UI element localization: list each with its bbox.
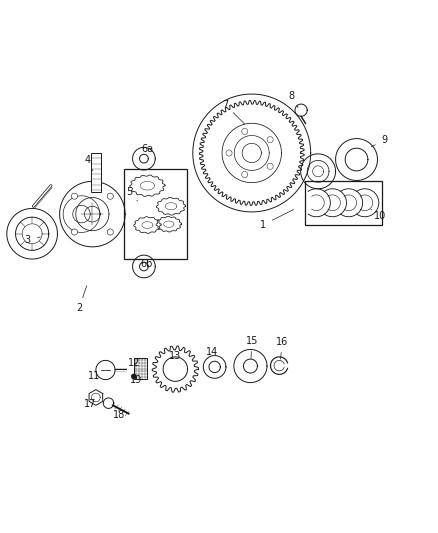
Polygon shape <box>130 175 165 197</box>
Circle shape <box>242 172 248 177</box>
Bar <box>305 181 382 224</box>
Text: 8: 8 <box>288 91 294 101</box>
Circle shape <box>267 163 273 169</box>
Text: 18: 18 <box>113 410 125 420</box>
Bar <box>124 169 187 259</box>
Text: 10: 10 <box>374 211 387 221</box>
Circle shape <box>71 193 78 199</box>
Circle shape <box>226 150 232 156</box>
Circle shape <box>107 193 113 199</box>
Text: 12: 12 <box>127 358 140 368</box>
Polygon shape <box>60 181 125 247</box>
Text: 6b: 6b <box>141 260 153 269</box>
Text: 7: 7 <box>223 100 229 110</box>
Polygon shape <box>96 360 115 379</box>
Polygon shape <box>152 346 198 392</box>
Text: 13: 13 <box>169 351 181 361</box>
Polygon shape <box>222 123 282 183</box>
Text: 14: 14 <box>206 346 219 357</box>
Text: 19: 19 <box>130 375 142 385</box>
Bar <box>134 358 147 379</box>
Text: 17: 17 <box>84 399 96 409</box>
Circle shape <box>131 374 137 379</box>
Text: 6a: 6a <box>141 143 153 154</box>
Text: 5: 5 <box>127 187 133 197</box>
Text: 1: 1 <box>260 220 266 230</box>
Text: 16: 16 <box>276 337 289 346</box>
Bar <box>91 153 101 192</box>
Circle shape <box>267 136 273 143</box>
Polygon shape <box>134 217 161 233</box>
Text: 3: 3 <box>24 235 30 245</box>
Circle shape <box>242 128 248 134</box>
Polygon shape <box>156 216 181 232</box>
Text: 15: 15 <box>246 336 258 346</box>
Polygon shape <box>156 197 186 215</box>
Text: 9: 9 <box>382 135 388 145</box>
Text: 2: 2 <box>76 303 82 313</box>
Circle shape <box>71 229 78 235</box>
Text: 11: 11 <box>88 370 101 381</box>
Polygon shape <box>89 390 102 405</box>
Polygon shape <box>300 154 336 189</box>
Circle shape <box>107 229 113 235</box>
Text: 4: 4 <box>85 155 91 165</box>
